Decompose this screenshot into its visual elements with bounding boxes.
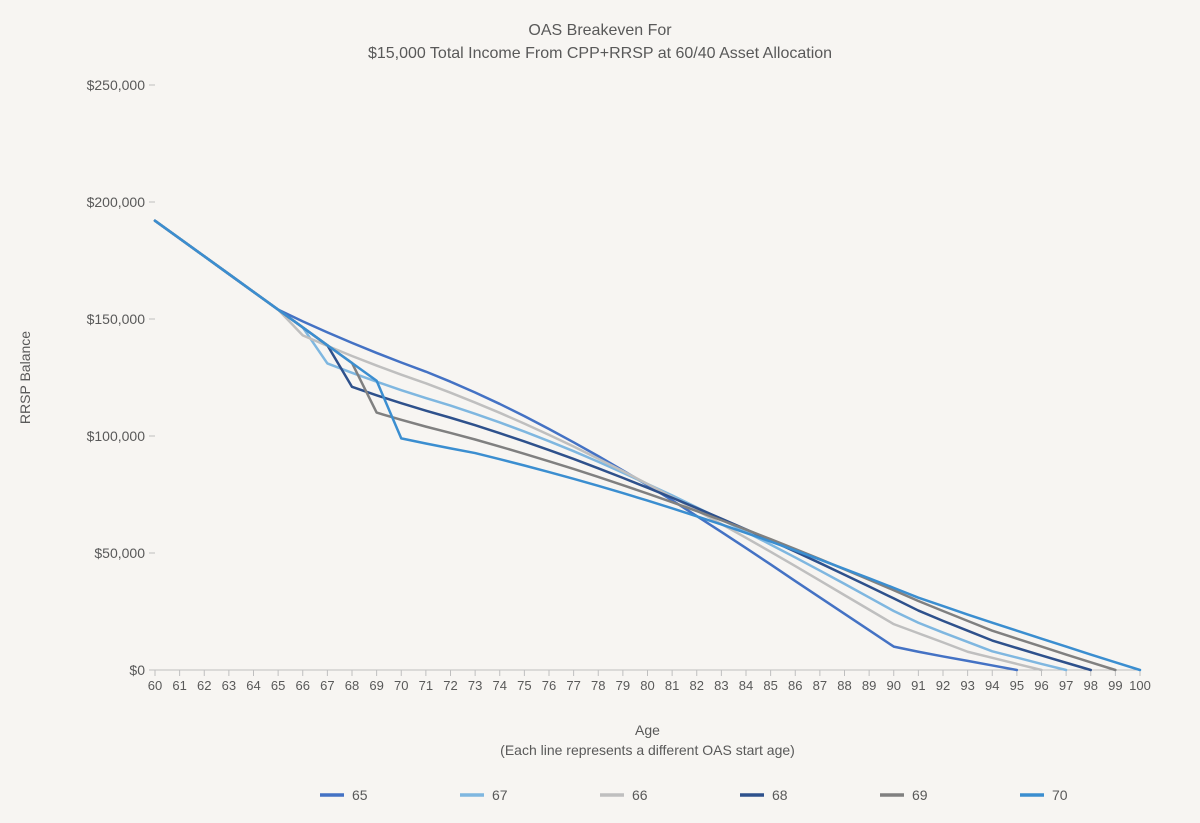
x-tick-label: 62: [197, 678, 211, 693]
x-tick-label: 64: [246, 678, 260, 693]
x-tick-label: 91: [911, 678, 925, 693]
x-tick-label: 68: [345, 678, 359, 693]
x-tick-label: 100: [1129, 678, 1151, 693]
x-tick-label: 89: [862, 678, 876, 693]
legend-label-68: 68: [772, 787, 788, 803]
x-tick-label: 81: [665, 678, 679, 693]
x-tick-label: 69: [369, 678, 383, 693]
x-tick-label: 61: [172, 678, 186, 693]
x-tick-label: 73: [468, 678, 482, 693]
chart-container: OAS Breakeven For $15,000 Total Income Fr…: [0, 0, 1200, 823]
x-tick-label: 66: [296, 678, 310, 693]
x-tick-label: 60: [148, 678, 162, 693]
x-tick-label: 97: [1059, 678, 1073, 693]
x-tick-label: 82: [690, 678, 704, 693]
legend-label-70: 70: [1052, 787, 1068, 803]
x-tick-label: 90: [887, 678, 901, 693]
x-tick-label: 75: [517, 678, 531, 693]
plot-area: [155, 85, 1140, 670]
legend-label-69: 69: [912, 787, 928, 803]
x-tick-label: 88: [837, 678, 851, 693]
y-tick-label: $50,000: [94, 545, 145, 561]
x-tick-label: 77: [566, 678, 580, 693]
x-tick-label: 86: [788, 678, 802, 693]
x-tick-label: 76: [542, 678, 556, 693]
y-tick-label: $100,000: [87, 428, 146, 444]
y-tick-label: $200,000: [87, 194, 146, 210]
x-tick-label: 95: [1010, 678, 1024, 693]
x-tick-label: 85: [763, 678, 777, 693]
x-axis-title: Age: [635, 722, 660, 738]
x-tick-label: 84: [739, 678, 753, 693]
x-tick-label: 79: [616, 678, 630, 693]
x-tick-label: 80: [640, 678, 654, 693]
x-tick-label: 67: [320, 678, 334, 693]
x-tick-label: 83: [714, 678, 728, 693]
x-tick-label: 96: [1034, 678, 1048, 693]
x-tick-label: 74: [493, 678, 507, 693]
x-tick-label: 65: [271, 678, 285, 693]
x-tick-label: 98: [1084, 678, 1098, 693]
chart-svg: OAS Breakeven For $15,000 Total Income Fr…: [0, 0, 1200, 823]
y-tick-label: $150,000: [87, 311, 146, 327]
chart-title-line1: OAS Breakeven For: [528, 22, 672, 39]
x-axis-subtitle: (Each line represents a different OAS st…: [500, 742, 795, 758]
x-tick-label: 78: [591, 678, 605, 693]
legend-label-66: 66: [632, 787, 648, 803]
x-tick-label: 87: [813, 678, 827, 693]
x-tick-label: 70: [394, 678, 408, 693]
y-tick-label: $0: [129, 662, 145, 678]
y-axis-title: RRSP Balance: [17, 331, 33, 424]
x-tick-label: 99: [1108, 678, 1122, 693]
x-tick-label: 72: [443, 678, 457, 693]
chart-title-line2: $15,000 Total Income From CPP+RRSP at 60…: [368, 45, 832, 62]
x-tick-label: 94: [985, 678, 999, 693]
x-tick-label: 63: [222, 678, 236, 693]
x-tick-label: 71: [419, 678, 433, 693]
x-tick-label: 93: [960, 678, 974, 693]
y-tick-label: $250,000: [87, 77, 146, 93]
legend-label-67: 67: [492, 787, 508, 803]
legend-label-65: 65: [352, 787, 368, 803]
x-tick-label: 92: [936, 678, 950, 693]
